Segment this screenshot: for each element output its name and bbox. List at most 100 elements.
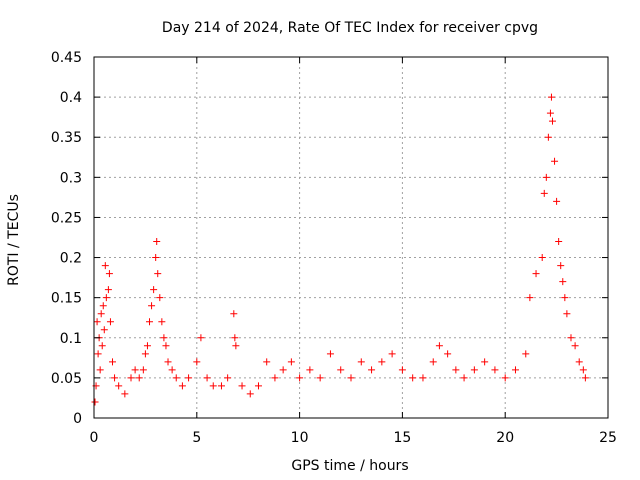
data-point xyxy=(193,358,201,366)
data-point xyxy=(139,366,147,374)
data-point xyxy=(409,374,417,382)
data-point xyxy=(271,374,279,382)
y-tick-label: 0.05 xyxy=(51,371,82,387)
y-tick-label: 0.1 xyxy=(60,331,82,347)
x-tick-label: 15 xyxy=(393,430,411,446)
data-point xyxy=(168,366,176,374)
data-point xyxy=(146,318,154,326)
x-tick-label: 25 xyxy=(599,430,617,446)
data-point xyxy=(398,366,406,374)
data-point xyxy=(551,157,559,165)
data-point xyxy=(150,286,158,294)
data-point xyxy=(452,366,460,374)
data-point xyxy=(337,366,345,374)
data-point xyxy=(357,358,365,366)
data-point xyxy=(538,254,546,262)
y-tick-label: 0.45 xyxy=(51,50,82,66)
data-point xyxy=(388,350,396,358)
data-point xyxy=(553,197,561,205)
data-point xyxy=(546,109,554,117)
data-point xyxy=(185,374,193,382)
data-point xyxy=(557,262,565,270)
data-point xyxy=(435,342,443,350)
data-point xyxy=(224,374,232,382)
data-point xyxy=(98,342,106,350)
data-point xyxy=(99,302,107,310)
tick-layer: 0 5 10 15 20 25 0 0.05 0.1 0.15 0.2 0.25 0.3 0.35 0.4 0… xyxy=(51,50,617,446)
data-point xyxy=(162,342,170,350)
data-point xyxy=(156,294,164,302)
data-point xyxy=(96,366,104,374)
data-point xyxy=(296,374,304,382)
data-point xyxy=(254,382,262,390)
data-point xyxy=(532,270,540,278)
data-point xyxy=(105,270,113,278)
data-point xyxy=(115,382,123,390)
x-tick-label: 20 xyxy=(496,430,514,446)
data-point xyxy=(152,254,160,262)
data-point xyxy=(263,358,271,366)
data-point xyxy=(306,366,314,374)
data-point xyxy=(178,382,186,390)
data-point xyxy=(575,358,583,366)
data-point xyxy=(148,302,156,310)
data-point xyxy=(109,358,117,366)
data-point xyxy=(217,382,225,390)
data-point xyxy=(230,310,238,318)
data-point xyxy=(94,350,102,358)
data-point xyxy=(93,318,101,326)
data-point xyxy=(209,382,217,390)
data-point xyxy=(581,374,589,382)
y-tick-label: 0 xyxy=(73,411,82,427)
data-point xyxy=(121,390,129,398)
data-point xyxy=(135,374,143,382)
data-point xyxy=(238,382,246,390)
data-point xyxy=(470,366,478,374)
data-point xyxy=(279,366,287,374)
data-point xyxy=(127,374,135,382)
data-point xyxy=(567,334,575,342)
data-point xyxy=(158,318,166,326)
data-point xyxy=(246,390,254,398)
data-point xyxy=(316,374,324,382)
data-point xyxy=(102,294,110,302)
data-point xyxy=(287,358,295,366)
data-point xyxy=(111,374,119,382)
plot-frame xyxy=(93,56,609,419)
data-point xyxy=(563,310,571,318)
data-point xyxy=(164,358,172,366)
data-point xyxy=(378,358,386,366)
data-point xyxy=(522,350,530,358)
x-axis-label: GPS time / hours xyxy=(291,458,408,474)
y-tick-label: 0.25 xyxy=(51,210,82,226)
data-point xyxy=(326,350,334,358)
data-point xyxy=(561,294,569,302)
data-point xyxy=(579,366,587,374)
x-tick-label: 10 xyxy=(291,430,309,446)
y-tick-label: 0.2 xyxy=(60,251,82,267)
data-point xyxy=(481,358,489,366)
data-point xyxy=(501,374,509,382)
data-point xyxy=(460,374,468,382)
data-point xyxy=(143,342,151,350)
data-point xyxy=(444,350,452,358)
data-point xyxy=(526,294,534,302)
data-point xyxy=(571,342,579,350)
x-tick-label: 0 xyxy=(90,430,99,446)
data-point xyxy=(141,350,149,358)
data-point xyxy=(559,278,567,286)
data-point xyxy=(542,173,550,181)
data-point xyxy=(153,238,161,246)
y-tick-label: 0.4 xyxy=(60,90,82,106)
data-point xyxy=(232,342,240,350)
data-point xyxy=(131,366,139,374)
data-point xyxy=(203,374,211,382)
data-point xyxy=(101,262,109,270)
points-layer xyxy=(91,93,589,406)
data-point xyxy=(231,334,239,342)
data-point xyxy=(544,133,552,141)
chart-title: Day 214 of 2024, Rate Of TEC Index for r… xyxy=(162,20,538,36)
data-point xyxy=(419,374,427,382)
